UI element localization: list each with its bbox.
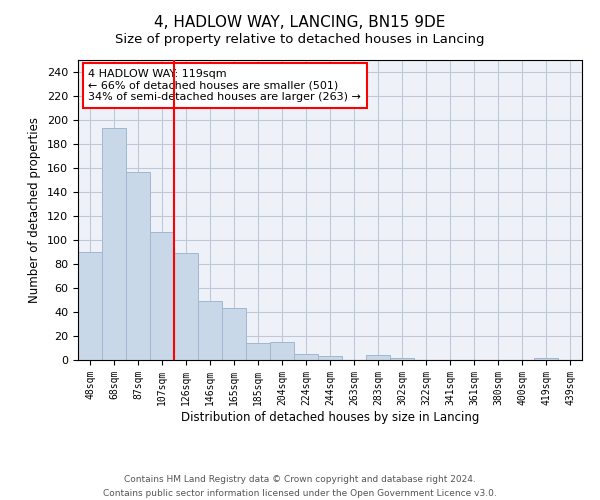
Bar bbox=[174, 253, 198, 360]
Bar bbox=[102, 128, 126, 360]
Bar bbox=[150, 232, 174, 360]
Bar bbox=[390, 358, 414, 360]
Bar bbox=[270, 342, 294, 360]
Bar bbox=[222, 308, 246, 360]
Bar bbox=[198, 301, 222, 360]
Bar bbox=[534, 358, 558, 360]
Bar bbox=[78, 252, 102, 360]
Y-axis label: Number of detached properties: Number of detached properties bbox=[28, 117, 41, 303]
Text: Contains HM Land Registry data © Crown copyright and database right 2024.
Contai: Contains HM Land Registry data © Crown c… bbox=[103, 476, 497, 498]
Text: Size of property relative to detached houses in Lancing: Size of property relative to detached ho… bbox=[115, 32, 485, 46]
Bar bbox=[126, 172, 150, 360]
Bar bbox=[294, 354, 318, 360]
Text: 4 HADLOW WAY: 119sqm
← 66% of detached houses are smaller (501)
34% of semi-deta: 4 HADLOW WAY: 119sqm ← 66% of detached h… bbox=[88, 69, 361, 102]
Bar bbox=[318, 356, 342, 360]
Bar bbox=[246, 343, 270, 360]
X-axis label: Distribution of detached houses by size in Lancing: Distribution of detached houses by size … bbox=[181, 410, 479, 424]
Bar bbox=[366, 355, 390, 360]
Text: 4, HADLOW WAY, LANCING, BN15 9DE: 4, HADLOW WAY, LANCING, BN15 9DE bbox=[154, 15, 446, 30]
